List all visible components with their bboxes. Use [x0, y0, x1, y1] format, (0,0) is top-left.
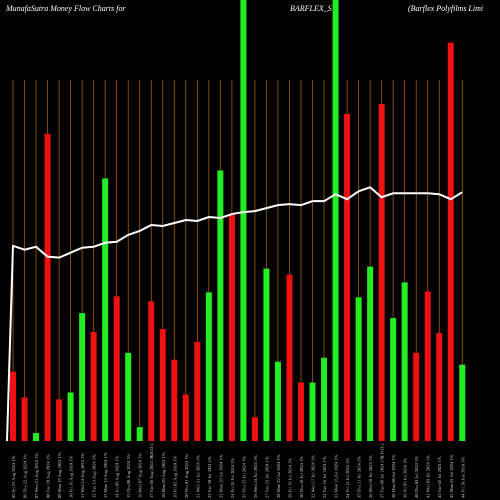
bar-40: [459, 364, 466, 441]
x-tick-label: 42 Tue 02 Jul 2024 1%: [437, 456, 442, 498]
bar-26: [298, 382, 304, 441]
x-tick-label: 16 Wed 07 Aug 2024 1%: [138, 453, 143, 498]
bar-22: [251, 417, 258, 441]
x-tick-label: 41 Wed 03 Jul 2024 1%: [426, 455, 431, 498]
x-tick-label: 38 Mon 08 Jul 2024 1%: [391, 454, 396, 498]
x-tick-label: 05 Fri 23 Aug 2024 1%: [11, 455, 16, 498]
bar-14: [159, 329, 166, 441]
bar-18: [205, 292, 212, 441]
money-flow-line: [6, 186, 463, 442]
bar-36: [413, 352, 420, 441]
x-tick-label: 07 Wed 21 Aug 2024 1%: [34, 453, 39, 498]
x-tick-label: 43 Mon 01 Jul 2024 1%: [449, 454, 454, 498]
x-tick-label: 12 Tue 13 Aug 2024 1%: [92, 454, 97, 498]
bar-37: [424, 291, 431, 441]
x-tick-label: 40 Thu 04 Jul 2024 1%: [414, 456, 419, 498]
x-tick-label: 35 Thu 11 Jul 2024 1%: [357, 456, 362, 498]
bar-1: [10, 371, 16, 441]
x-tick-label: 33 Mon 15 Jul 2024 1%: [334, 454, 339, 498]
x-tick-label: 36 Wed 10 Jul 2024 1%: [368, 455, 373, 498]
company-label: (Barflex Polyfilms Limi: [408, 4, 484, 13]
x-tick-label: 19 Fri 02 Aug 2024 1%: [172, 455, 177, 498]
x-tick-label: 24 Fri 26 Jul 2024 1%: [230, 458, 235, 498]
bar-29: [332, 0, 339, 441]
x-tick-label: 15 Thu 08 Aug 2024 1%: [126, 453, 131, 498]
x-tick-label: 23 Mon 29 Jul 2024 1%: [218, 454, 223, 498]
bar-39: [447, 42, 454, 441]
bar-7: [79, 313, 86, 441]
bar-3: [33, 433, 40, 441]
bar-27: [309, 382, 316, 441]
x-tick-label: 21 Wed 31 Jul 2024 1%: [195, 455, 200, 498]
bar-series: [10, 0, 466, 442]
bar-4: [44, 133, 51, 442]
symbol-label: BARFLEX_S: [290, 4, 332, 13]
bar-12: [136, 427, 143, 441]
bar-6: [67, 392, 74, 441]
bar-9: [102, 178, 109, 441]
bar-17: [194, 341, 201, 441]
bar-15: [171, 359, 178, 441]
x-tick-label: 11 Wed 14 Aug 2024 1%: [80, 453, 85, 498]
x-tick-label: 32 Tue 16 Jul 2024 1%: [322, 456, 327, 498]
x-tick-label: 06 Thu 22 Aug 2024 1%: [23, 453, 28, 498]
x-tick-label: 30 Thu 18 Jul 2024 1%: [299, 456, 304, 498]
x-tick-label: 17 Tue 06 Aug 2024 1%: [149, 454, 154, 498]
x-axis-labels: 05 Fri 23 Aug 2024 1% 06 Thu 22 Aug 2024 …: [11, 443, 465, 498]
x-tick-label: 37 Tue 09 Jul 2024 1%: [380, 456, 385, 498]
x-tick-label: 28 Mon 22 Jul 2024 1%: [276, 454, 281, 498]
bar-2: [21, 397, 28, 441]
x-tick-label: 34 Fri 12 Jul 2024 1%: [345, 458, 350, 498]
x-tick-label: 25 Thu 25 Jul 2024 1%: [241, 456, 246, 498]
bar-5: [56, 399, 63, 441]
x-tick-label: 44 Fri 28 Jun 2024 1%: [460, 457, 465, 498]
x-tick-label: 10 Fri 16 Aug 2024 1%: [69, 455, 74, 498]
bar-8: [90, 331, 97, 441]
x-tick-label: 22 Tue 30 Jul 2024 1%: [207, 456, 212, 498]
x-tick-label: 20 Thu 01 Aug 2024 1%: [184, 453, 189, 498]
x-tick-label: 29 Fri 19 Jul 2024 1%: [287, 458, 292, 498]
bar-35: [401, 282, 408, 441]
bar-16: [182, 394, 189, 441]
bar-32: [367, 266, 374, 441]
x-tick-label: 13 Mon 12 Aug 2024 1%: [103, 452, 108, 498]
separator-label: S.N.D.L: [380, 443, 385, 458]
bar-30: [344, 113, 351, 441]
bar-24: [274, 361, 281, 441]
bar-10: [113, 296, 120, 441]
x-tick-label: 39 Fri 05 Jul 2024 1%: [403, 458, 408, 498]
bar-23: [263, 268, 270, 441]
bar-19: [217, 170, 224, 442]
x-tick-label: 31 Wed 17 Jul 2024 1%: [311, 455, 316, 498]
bar-31: [355, 297, 362, 441]
chart-title: MunafaSutra Money Flow Charts for: [6, 4, 126, 13]
x-tick-label: 08 Tue 20 Aug 2024 1%: [46, 454, 51, 498]
x-tick-label: 14 Fri 09 Aug 2024 1%: [115, 455, 120, 498]
x-tick-label: 26 Wed 24 Jul 2024 1%: [253, 455, 258, 498]
x-tick-label: 27 Tue 23 Jul 2024 1%: [264, 456, 269, 498]
x-tick-label: 09 Mon 19 Aug 2024 1%: [57, 452, 62, 498]
separator-label: S.N.D.L: [149, 443, 154, 458]
bar-11: [125, 352, 132, 441]
x-tick-label: 18 Mon 05 Aug 2024 1%: [161, 452, 166, 498]
bar-33: [378, 104, 385, 441]
bar-13: [148, 301, 155, 441]
bar-38: [436, 332, 443, 441]
bar-34: [390, 318, 397, 441]
bar-25: [286, 274, 293, 441]
bar-20: [228, 214, 235, 441]
bar-21: [240, 0, 247, 441]
bar-28: [321, 357, 328, 441]
